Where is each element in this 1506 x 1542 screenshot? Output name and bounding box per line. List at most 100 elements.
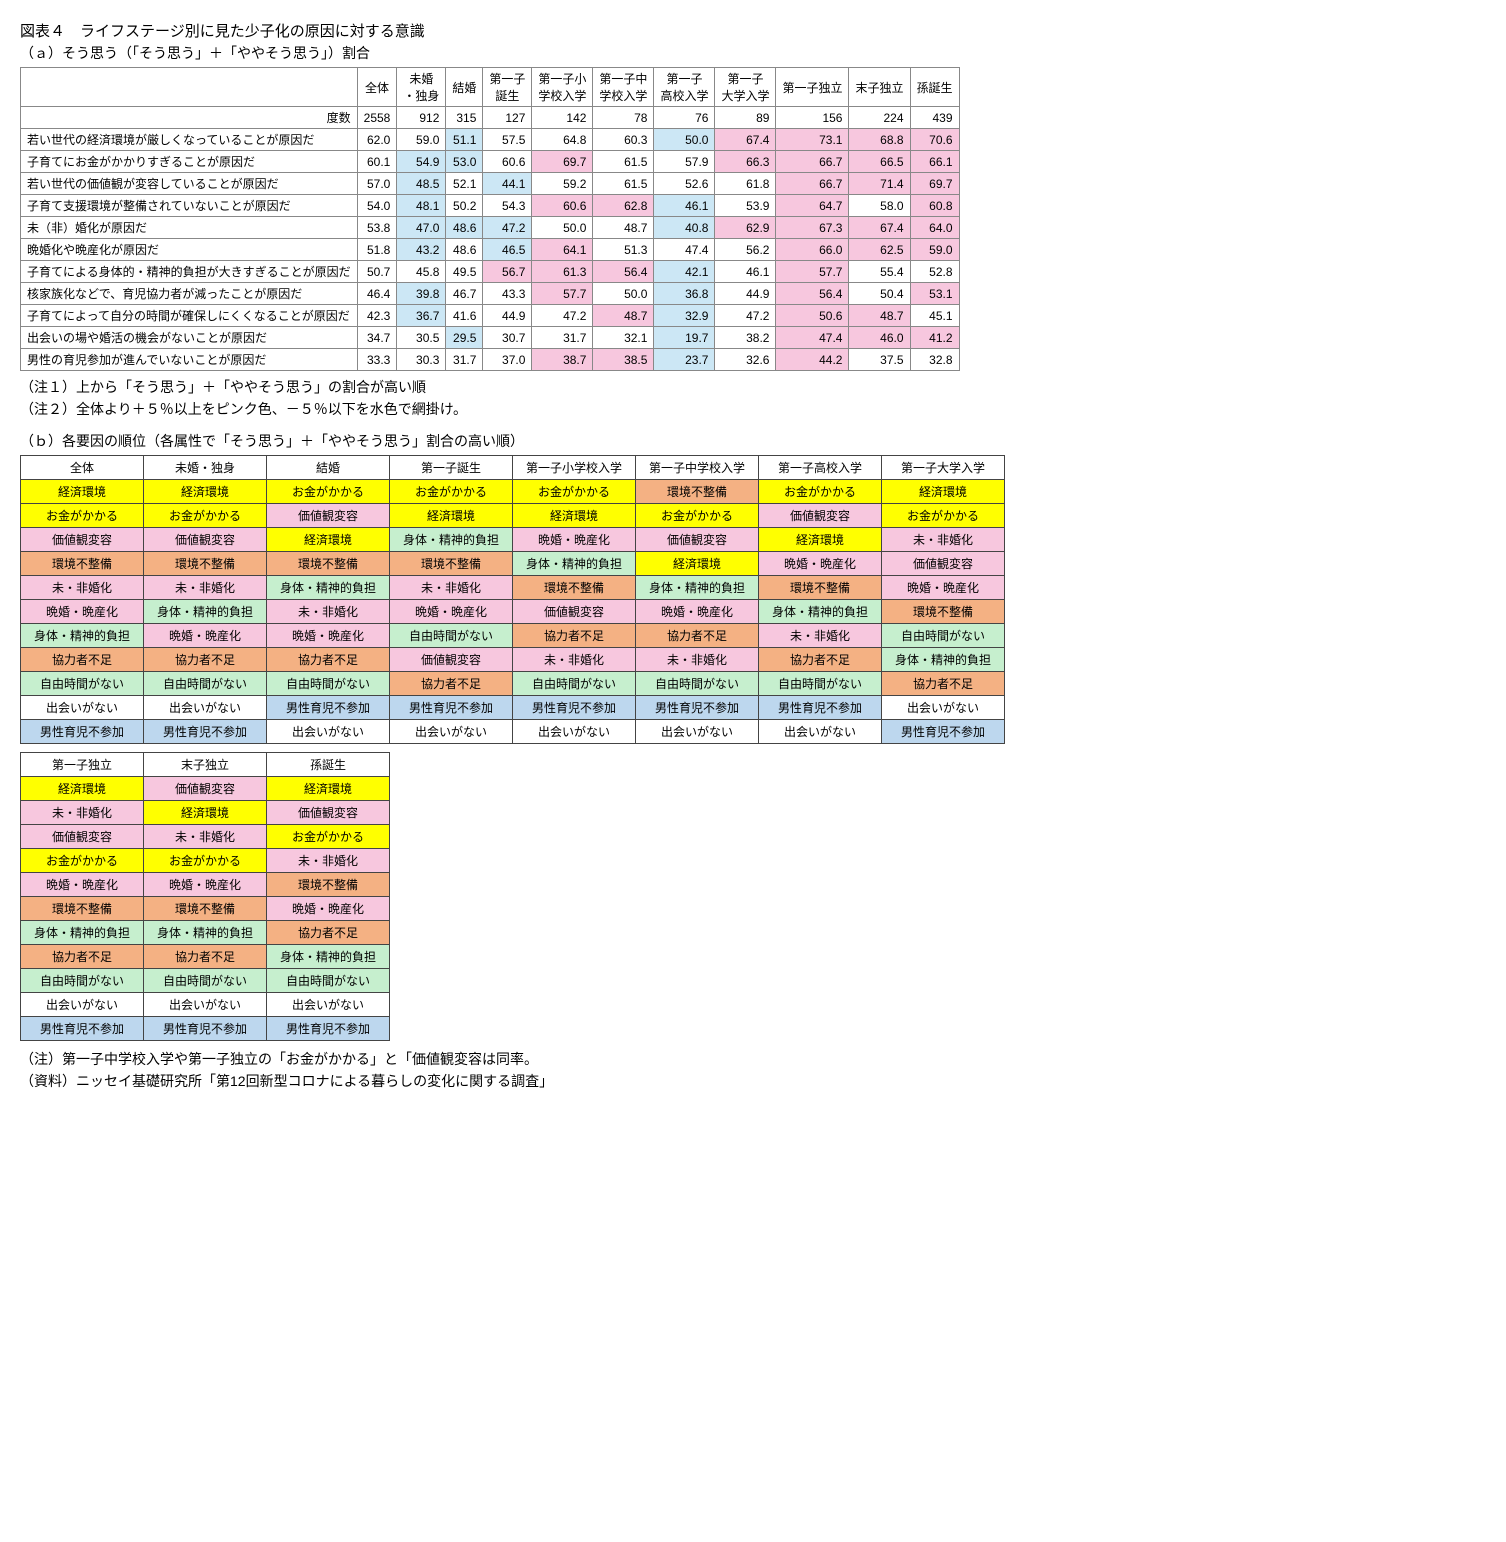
tbla-header: 第一子中学校入学 [593, 68, 654, 107]
tbla-cell: 32.1 [593, 327, 654, 349]
tbla-header: 第一子高校入学 [654, 68, 715, 107]
tbla-cell: 50.0 [532, 217, 593, 239]
tbla-cell: 73.1 [776, 129, 849, 151]
tblb-cell: 協力者不足 [882, 672, 1005, 696]
tbla-cell: 34.7 [357, 327, 397, 349]
tblb-cell: 価値観変容 [144, 528, 267, 552]
tbla-cell: 46.5 [483, 239, 532, 261]
tblb-cell: 自由時間がない [267, 672, 390, 696]
tblb-cell: 自由時間がない [267, 969, 390, 993]
tblb-cell: 晩婚・晩産化 [636, 600, 759, 624]
tblb-cell: 男性育児不参加 [21, 1017, 144, 1041]
tblb-header: 第一子高校入学 [759, 456, 882, 480]
tblb-cell: 晩婚・晩産化 [390, 600, 513, 624]
tbla-cell: 51.1 [446, 129, 483, 151]
tblb-cell: お金がかかる [636, 504, 759, 528]
tbla-cell: 60.1 [357, 151, 397, 173]
tbla-cell: 40.8 [654, 217, 715, 239]
tbla-cell: 66.5 [849, 151, 910, 173]
tblb-cell: 環境不整備 [21, 897, 144, 921]
tblb-cell: 男性育児不参加 [267, 1017, 390, 1041]
tbla-cell: 48.6 [446, 217, 483, 239]
tbla-cell: 52.8 [910, 261, 959, 283]
tbla-row-label: 未（非）婚化が原因だ [21, 217, 358, 239]
tbla-cell: 41.6 [446, 305, 483, 327]
tbla-cell: 44.9 [715, 283, 776, 305]
tblb-cell: 出会いがない [267, 993, 390, 1017]
tblb-cell: 出会いがない [144, 993, 267, 1017]
tbla-cell: 48.7 [593, 305, 654, 327]
tbla-cell: 47.2 [532, 305, 593, 327]
tbla-cell: 48.6 [446, 239, 483, 261]
tblb-cell: 未・非婚化 [390, 576, 513, 600]
tbla-cell: 57.7 [776, 261, 849, 283]
tbla-header: 第一子独立 [776, 68, 849, 107]
tblb-cell: 晩婚・晩産化 [513, 528, 636, 552]
tbla-cell: 56.4 [776, 283, 849, 305]
tblb-cell: 経済環境 [144, 801, 267, 825]
tbla-cell: 62.5 [849, 239, 910, 261]
tbla-cell: 69.7 [532, 151, 593, 173]
tbla-cell: 30.5 [397, 327, 446, 349]
note-a1: （注１）上から「そう思う」＋「ややそう思う」の割合が高い順 [20, 377, 1486, 397]
tbla-cell: 66.7 [776, 151, 849, 173]
tbla-cell: 52.1 [446, 173, 483, 195]
tbla-count-cell: 127 [483, 107, 532, 129]
tblb-cell: 男性育児不参加 [390, 696, 513, 720]
tbla-cell: 61.3 [532, 261, 593, 283]
tbla-cell: 64.8 [532, 129, 593, 151]
tbla-count-cell: 224 [849, 107, 910, 129]
tbla-header: 第一子大学入学 [715, 68, 776, 107]
tblb-cell: 晩婚・晩産化 [144, 624, 267, 648]
tbla-cell: 37.5 [849, 349, 910, 371]
tblb-cell: 晩婚・晩産化 [144, 873, 267, 897]
tblb-cell: 経済環境 [390, 504, 513, 528]
tblb-cell: 経済環境 [21, 480, 144, 504]
tbla-count-cell: 2558 [357, 107, 397, 129]
tbla-row-label: 子育てにお金がかかりすぎることが原因だ [21, 151, 358, 173]
tbla-header: 全体 [357, 68, 397, 107]
tblb-cell: お金がかかる [390, 480, 513, 504]
tblb-header: 全体 [21, 456, 144, 480]
tbla-cell: 52.6 [654, 173, 715, 195]
tblb-cell: 価値観変容 [390, 648, 513, 672]
table-b1: 全体未婚・独身結婚第一子誕生第一子小学校入学第一子中学校入学第一子高校入学第一子… [20, 455, 1005, 744]
tblb-cell: 未・非婚化 [513, 648, 636, 672]
tblb-cell: 価値観変容 [513, 600, 636, 624]
tblb-cell: 価値観変容 [267, 801, 390, 825]
tblb-cell: お金がかかる [144, 849, 267, 873]
tblb-cell: 未・非婚化 [759, 624, 882, 648]
tblb-cell: 晩婚・晩産化 [21, 873, 144, 897]
tbla-cell: 50.0 [593, 283, 654, 305]
tblb-cell: 出会いがない [882, 696, 1005, 720]
tbla-cell: 32.6 [715, 349, 776, 371]
tblb-header: 第一子大学入学 [882, 456, 1005, 480]
tbla-cell: 42.3 [357, 305, 397, 327]
tblb-cell: 経済環境 [267, 528, 390, 552]
tblb-cell: 環境不整備 [513, 576, 636, 600]
tbla-cell: 36.7 [397, 305, 446, 327]
tbla-cell: 60.8 [910, 195, 959, 217]
tbla-row-label: 子育てによる身体的・精神的負担が大きすぎることが原因だ [21, 261, 358, 283]
tblb-cell: 身体・精神的負担 [267, 576, 390, 600]
tbla-header: 第一子小学校入学 [532, 68, 593, 107]
tbla-cell: 60.3 [593, 129, 654, 151]
tbla-cell: 23.7 [654, 349, 715, 371]
tbla-cell: 67.4 [715, 129, 776, 151]
tblb-header: 第一子小学校入学 [513, 456, 636, 480]
tblb-cell: 環境不整備 [21, 552, 144, 576]
tbla-cell: 41.2 [910, 327, 959, 349]
tbla-cell: 38.5 [593, 349, 654, 371]
chart-title: 図表４ ライフステージ別に見た少子化の原因に対する意識 [20, 20, 1486, 41]
tbla-cell: 66.7 [776, 173, 849, 195]
tblb-cell: 自由時間がない [144, 969, 267, 993]
tbla-cell: 44.1 [483, 173, 532, 195]
tbla-cell: 58.0 [849, 195, 910, 217]
tbla-count-cell: 156 [776, 107, 849, 129]
tbla-cell: 55.4 [849, 261, 910, 283]
note-a2: （注２）全体より＋５％以上をピンク色、－５％以下を水色で網掛け。 [20, 399, 1486, 419]
tbla-cell: 32.8 [910, 349, 959, 371]
tbla-count-cell: 78 [593, 107, 654, 129]
tbla-cell: 37.0 [483, 349, 532, 371]
tbla-row-label: 子育てによって自分の時間が確保しにくくなることが原因だ [21, 305, 358, 327]
